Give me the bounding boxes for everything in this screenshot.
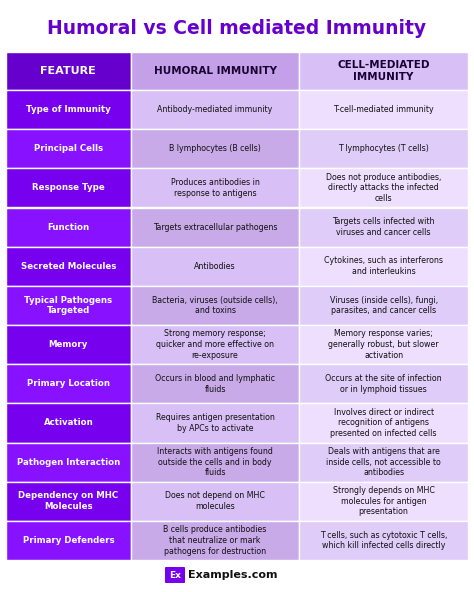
Text: Interacts with antigens found
outside the cells and in body
fluids: Interacts with antigens found outside th…: [157, 447, 273, 477]
Text: Secreted Molecules: Secreted Molecules: [21, 262, 116, 271]
Text: Response Type: Response Type: [32, 184, 105, 192]
Bar: [131, 286, 300, 325]
Text: Memory response varies;
generally robust, but slower
activation: Memory response varies; generally robust…: [328, 329, 439, 360]
Bar: [131, 168, 300, 208]
Text: FEATURE: FEATURE: [40, 66, 96, 76]
Bar: [300, 208, 468, 247]
Bar: [300, 168, 468, 208]
Text: B lymphocytes (B cells): B lymphocytes (B cells): [169, 144, 261, 153]
Text: Bacteria, viruses (outside cells),
and toxins: Bacteria, viruses (outside cells), and t…: [152, 295, 278, 316]
Bar: [6, 208, 131, 247]
Text: Occurs at the site of infection
or in lymphoid tissues: Occurs at the site of infection or in ly…: [325, 374, 442, 394]
Text: Antibodies: Antibodies: [194, 262, 236, 271]
Text: Does not produce antibodies,
directly attacks the infected
cells: Does not produce antibodies, directly at…: [326, 173, 441, 203]
Bar: [300, 442, 468, 482]
Bar: [300, 90, 468, 129]
Bar: [6, 442, 131, 482]
Text: Strongly depends on MHC
molecules for antigen
presentation: Strongly depends on MHC molecules for an…: [333, 486, 435, 516]
Text: Typical Pathogens
Targeted: Typical Pathogens Targeted: [24, 295, 112, 316]
Bar: [6, 521, 131, 560]
Bar: [131, 482, 300, 521]
Text: Primary Location: Primary Location: [27, 379, 110, 388]
Bar: [131, 325, 300, 364]
Text: T lymphocytes (T cells): T lymphocytes (T cells): [338, 144, 429, 153]
Text: Targets extracellular pathogens: Targets extracellular pathogens: [153, 223, 277, 231]
Text: Targets cells infected with
viruses and cancer cells: Targets cells infected with viruses and …: [332, 217, 435, 237]
Bar: [6, 403, 131, 442]
Bar: [6, 325, 131, 364]
Bar: [6, 90, 131, 129]
Text: Humoral vs Cell mediated Immunity: Humoral vs Cell mediated Immunity: [47, 18, 427, 37]
Text: Primary Defenders: Primary Defenders: [23, 536, 114, 545]
Text: Strong memory response;
quicker and more effective on
re-exposure: Strong memory response; quicker and more…: [156, 329, 274, 360]
Bar: [131, 247, 300, 286]
Text: Antibody-mediated immunity: Antibody-mediated immunity: [157, 105, 273, 114]
Text: Type of Immunity: Type of Immunity: [26, 105, 111, 114]
Bar: [6, 247, 131, 286]
Bar: [6, 129, 131, 168]
Bar: [131, 403, 300, 442]
Text: Examples.com: Examples.com: [188, 570, 277, 580]
Bar: [300, 286, 468, 325]
Bar: [300, 129, 468, 168]
Text: Deals with antigens that are
inside cells, not accessible to
antibodies: Deals with antigens that are inside cell…: [326, 447, 441, 477]
Text: CELL-MEDIATED
IMMUNITY: CELL-MEDIATED IMMUNITY: [337, 60, 430, 82]
Bar: [300, 247, 468, 286]
Text: Produces antibodies in
response to antigens: Produces antibodies in response to antig…: [171, 178, 259, 198]
Text: Principal Cells: Principal Cells: [34, 144, 103, 153]
Text: Does not depend on MHC
molecules: Does not depend on MHC molecules: [165, 491, 265, 511]
Bar: [6, 286, 131, 325]
Bar: [300, 364, 468, 403]
Bar: [6, 52, 131, 90]
Text: Function: Function: [47, 223, 90, 231]
Text: Involves direct or indirect
recognition of antigens
presented on infected cells: Involves direct or indirect recognition …: [330, 408, 437, 438]
Text: B cells produce antibodies
that neutralize or mark
pathogens for destruction: B cells produce antibodies that neutrali…: [164, 525, 267, 556]
Text: Activation: Activation: [44, 419, 93, 427]
Text: Occurs in blood and lymphatic
fluids: Occurs in blood and lymphatic fluids: [155, 374, 275, 394]
Bar: [300, 521, 468, 560]
Text: Viruses (inside cells), fungi,
parasites, and cancer cells: Viruses (inside cells), fungi, parasites…: [329, 295, 438, 316]
Text: T-cell-mediated immunity: T-cell-mediated immunity: [333, 105, 434, 114]
Bar: [300, 403, 468, 442]
Bar: [131, 52, 300, 90]
Bar: [131, 129, 300, 168]
Text: T cells, such as cytotoxic T cells,
which kill infected cells directly: T cells, such as cytotoxic T cells, whic…: [320, 530, 447, 551]
Bar: [131, 364, 300, 403]
Bar: [6, 168, 131, 208]
Bar: [131, 90, 300, 129]
Bar: [300, 482, 468, 521]
Bar: [6, 482, 131, 521]
Bar: [6, 364, 131, 403]
Text: Dependency on MHC
Molecules: Dependency on MHC Molecules: [18, 491, 118, 511]
Text: Memory: Memory: [49, 340, 88, 349]
Bar: [300, 325, 468, 364]
Bar: [131, 208, 300, 247]
Bar: [300, 52, 468, 90]
Bar: [131, 442, 300, 482]
Text: Requires antigen presentation
by APCs to activate: Requires antigen presentation by APCs to…: [155, 413, 274, 433]
Text: HUMORAL IMMUNITY: HUMORAL IMMUNITY: [154, 66, 276, 76]
FancyBboxPatch shape: [165, 567, 185, 583]
Text: Pathogen Interaction: Pathogen Interaction: [17, 458, 120, 466]
Text: Cytokines, such as interferons
and interleukins: Cytokines, such as interferons and inter…: [324, 256, 443, 276]
Text: Ex: Ex: [169, 571, 181, 580]
Bar: [131, 521, 300, 560]
